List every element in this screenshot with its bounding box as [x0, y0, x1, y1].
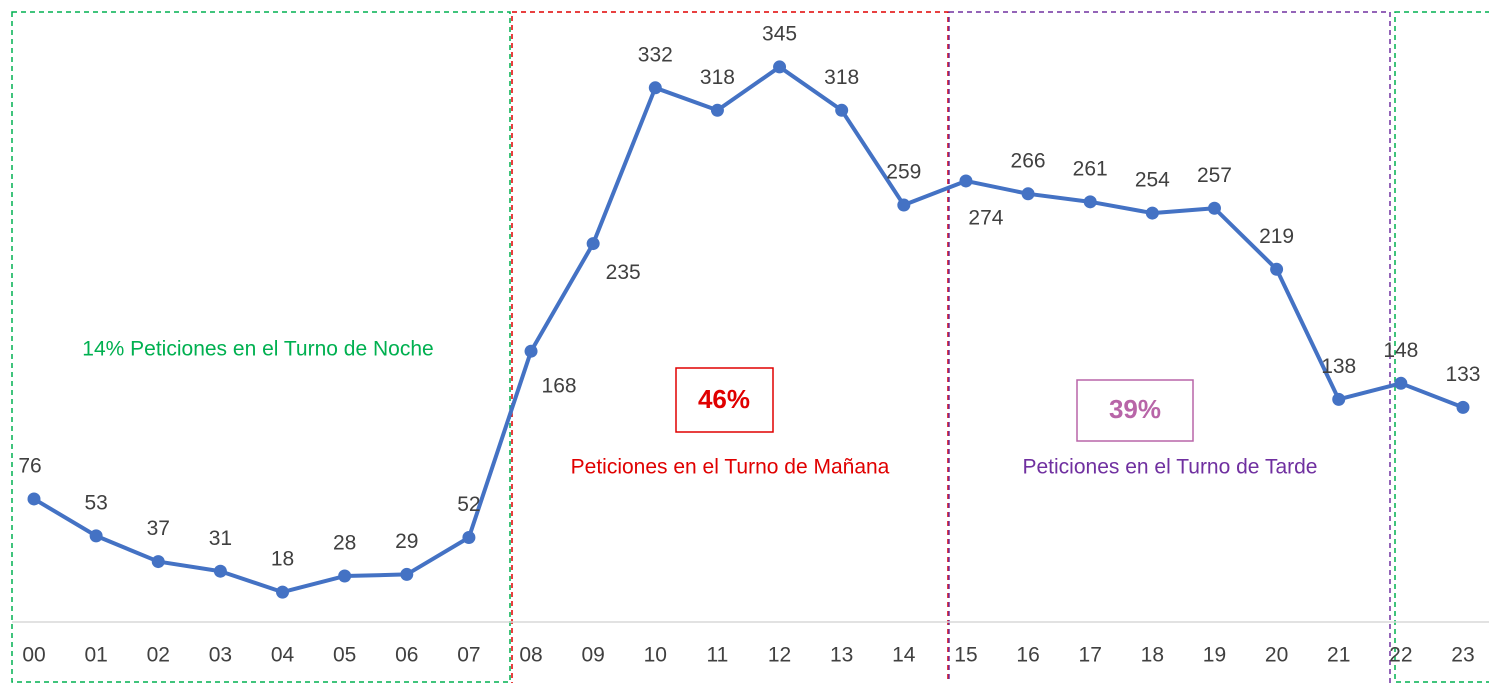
x-tick-label: 18 — [1141, 644, 1164, 667]
data-label: 133 — [1445, 363, 1480, 386]
afternoon-zone — [948, 11, 1391, 683]
x-tick-label: 08 — [519, 644, 542, 667]
x-tick-label: 23 — [1451, 644, 1474, 667]
morning-label: Peticiones en el Turno de Mañana — [571, 456, 890, 479]
data-label: 52 — [457, 493, 480, 516]
data-label: 345 — [762, 22, 797, 45]
x-tick-label: 11 — [707, 644, 729, 667]
x-tick-label: 14 — [892, 644, 916, 667]
data-label: 332 — [638, 43, 673, 66]
x-tick-label: 04 — [271, 644, 295, 667]
data-label: 28 — [333, 532, 356, 555]
point — [1207, 201, 1221, 215]
point — [1394, 376, 1408, 390]
x-tick-label: 20 — [1265, 644, 1288, 667]
data-label: 259 — [886, 161, 921, 184]
point — [648, 81, 662, 95]
series-line — [32, 64, 1464, 595]
x-tick-label: 19 — [1203, 644, 1226, 667]
point — [1456, 400, 1470, 414]
x-tick-label: 07 — [457, 644, 480, 667]
x-tick-label: 10 — [644, 644, 667, 667]
x-tick-label: 09 — [581, 644, 604, 667]
point — [1145, 206, 1159, 220]
x-tick-label: 17 — [1079, 644, 1102, 667]
point — [151, 555, 165, 569]
point — [897, 198, 911, 212]
data-label: 18 — [271, 548, 294, 571]
data-label: 254 — [1135, 169, 1170, 192]
point — [1083, 195, 1097, 209]
data-label: 318 — [700, 66, 735, 89]
data-label: 168 — [542, 375, 577, 398]
point — [1270, 262, 1284, 276]
point — [773, 60, 787, 74]
x-tick-label: 15 — [954, 644, 977, 667]
data-label: 138 — [1321, 355, 1356, 378]
x-tick-label: 03 — [209, 644, 232, 667]
x-tick-label: 05 — [333, 644, 356, 667]
morning-zone — [511, 11, 949, 683]
afternoon-pct: 39% — [1109, 394, 1161, 424]
x-tick-label: 13 — [830, 644, 853, 667]
x-tick-label: 16 — [1016, 644, 1039, 667]
data-label: 257 — [1197, 164, 1232, 187]
point — [1332, 392, 1346, 406]
x-tick-label: 02 — [147, 644, 170, 667]
data-label: 76 — [18, 454, 41, 477]
x-tick-label: 12 — [768, 644, 791, 667]
point — [524, 344, 538, 358]
point — [835, 103, 849, 117]
point — [338, 569, 352, 583]
data-label: 148 — [1383, 339, 1418, 362]
data-label: 53 — [84, 491, 107, 514]
night-zone-2 — [1394, 11, 1489, 683]
data-label: 31 — [209, 527, 232, 550]
x-tick-label: 06 — [395, 644, 418, 667]
morning-box — [675, 367, 774, 433]
point — [276, 585, 290, 599]
point — [586, 237, 600, 251]
x-tick-label: 01 — [84, 644, 107, 667]
point — [1021, 187, 1035, 201]
point — [213, 564, 227, 578]
morning-pct: 46% — [698, 384, 750, 414]
data-label: 261 — [1073, 157, 1108, 180]
x-tick-label: 21 — [1327, 644, 1350, 667]
data-label: 235 — [606, 261, 641, 284]
data-label: 274 — [968, 207, 1003, 230]
point — [27, 492, 41, 506]
data-label: 266 — [1011, 149, 1046, 172]
x-tick-label: 22 — [1389, 644, 1412, 667]
night-zone — [11, 11, 511, 683]
data-label: 37 — [147, 517, 170, 540]
x-tick-label: 00 — [22, 644, 45, 667]
data-label: 29 — [395, 530, 418, 553]
night-label: 14% Peticiones en el Turno de Noche — [82, 338, 433, 361]
point — [710, 103, 724, 117]
point — [462, 530, 476, 544]
point — [89, 529, 103, 543]
afternoon-box — [1076, 379, 1194, 442]
data-label: 219 — [1259, 225, 1294, 248]
point — [959, 174, 973, 188]
afternoon-label: Peticiones en el Turno de Tarde — [1023, 456, 1318, 479]
point — [400, 567, 414, 581]
data-label: 318 — [824, 66, 859, 89]
